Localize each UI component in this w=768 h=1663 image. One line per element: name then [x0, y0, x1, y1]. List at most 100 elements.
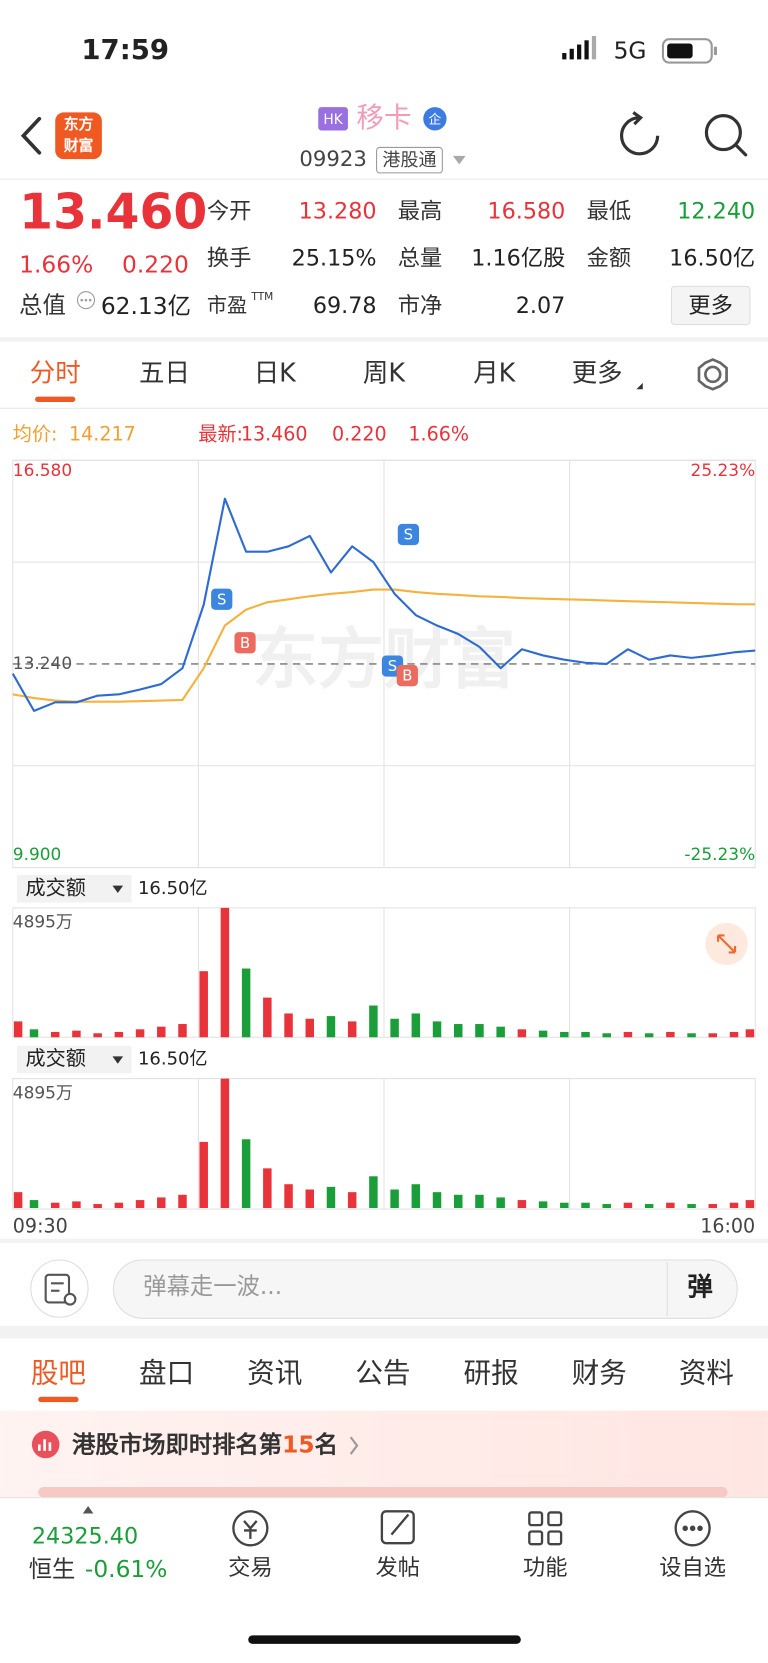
volume-bar	[708, 1204, 718, 1209]
y2-tick-label: -25.23%	[684, 844, 755, 864]
volume-bar	[602, 1204, 611, 1209]
volume-bar	[29, 1200, 39, 1209]
more-arrow	[636, 382, 643, 390]
section-tab[interactable]: 财务	[572, 1357, 627, 1390]
name-tag: 企	[429, 111, 442, 126]
nav-label[interactable]: 发帖	[376, 1555, 421, 1581]
section-tab[interactable]: 资讯	[247, 1357, 302, 1390]
volume-bar	[347, 1021, 357, 1038]
volume-bar	[538, 1201, 548, 1209]
volume-bar	[745, 1200, 755, 1209]
field-label: 最高	[398, 199, 443, 225]
danmaku-button[interactable]: 弹	[687, 1273, 712, 1303]
logo-line: 财富	[64, 136, 94, 154]
section-tab[interactable]: 公告	[355, 1357, 410, 1390]
market-badge-bg	[318, 107, 348, 131]
refresh-button[interactable]	[620, 111, 660, 156]
more-button[interactable]	[670, 285, 751, 326]
trade-mark-bg	[397, 523, 419, 546]
trade-mark: S	[404, 527, 413, 544]
tab[interactable]: 日K	[254, 358, 297, 388]
section-tabs: 股吧 盘口 资讯 公告 研报 财务 资料	[31, 1357, 734, 1403]
field-label: 最低	[587, 199, 632, 225]
index-name[interactable]: 恒生	[29, 1555, 76, 1583]
field-value: 16.580	[487, 199, 565, 225]
section-tab[interactable]: 资料	[679, 1357, 734, 1390]
connect-box	[376, 146, 443, 174]
field-value: 2.07	[516, 293, 566, 319]
info-icon[interactable]	[76, 291, 95, 310]
change-pct: 1.66%	[19, 251, 93, 279]
search-button[interactable]	[704, 114, 748, 157]
volume-bar	[517, 1029, 527, 1038]
y2-tick-label: 25.23%	[691, 460, 756, 480]
comment-input[interactable]	[113, 1259, 738, 1319]
volume-bar	[623, 1202, 633, 1209]
app-logo: 东方 财富	[55, 112, 102, 160]
rank-text[interactable]: 港股市场即时排名第15名	[72, 1430, 338, 1458]
volume-bar	[178, 1194, 187, 1209]
field-value: 12.240	[677, 199, 755, 225]
expand-icon[interactable]	[717, 934, 737, 954]
index-change[interactable]: -0.61%	[85, 1555, 168, 1583]
y-tick-label: 4895万	[13, 912, 73, 932]
settings-button[interactable]	[697, 358, 728, 391]
volume-title[interactable]: 成交额	[26, 875, 86, 899]
dropdown-arrow[interactable]	[452, 155, 466, 165]
section-tab[interactable]: 盘口	[139, 1357, 194, 1390]
volume-bar	[432, 1192, 442, 1209]
y-tick-label: 9.900	[13, 844, 62, 864]
volume-bar	[50, 1031, 60, 1038]
volume-bar	[72, 1201, 81, 1209]
volume-bar	[453, 1194, 463, 1209]
rank-icon-bars	[37, 1439, 52, 1451]
volume-bar	[432, 1021, 442, 1038]
market-cap-label: 总值	[19, 291, 66, 319]
comment-placeholder[interactable]: 弹幕走一波...	[143, 1272, 282, 1300]
market-badge: HK	[323, 112, 343, 128]
volume-bar	[13, 1192, 23, 1209]
market-cap: 62.13亿	[101, 292, 191, 320]
quote-fields: 今开 13.280 最高 16.580 最低 12.240 换手 25.15% 总量 1.16亿股…	[207, 199, 755, 319]
tab[interactable]: 更多	[572, 358, 623, 388]
tab[interactable]: 分时	[30, 358, 81, 388]
last-price: 13.460	[19, 183, 207, 240]
nav-label[interactable]: 设自选	[659, 1555, 726, 1581]
field-label-sup: TTM	[250, 291, 273, 303]
section-tab[interactable]: 股吧	[31, 1357, 86, 1390]
stock-name: 移卡	[356, 101, 411, 134]
stock-code: 09923	[299, 147, 366, 172]
volume-bar	[560, 1031, 569, 1038]
volume-bar	[729, 1031, 739, 1038]
section-tab[interactable]: 研报	[464, 1357, 519, 1390]
volume-bar	[666, 1202, 675, 1209]
volume-total: 16.50亿	[138, 1049, 208, 1070]
more-label[interactable]: 更多	[688, 293, 733, 319]
comment-icon[interactable]	[30, 1259, 89, 1318]
volume-title[interactable]: 成交额	[26, 1046, 86, 1070]
index-value[interactable]: 24325.40	[32, 1523, 138, 1549]
volume-total: 16.50亿	[138, 878, 208, 899]
volume-bar	[687, 1204, 696, 1209]
tab[interactable]: 五日	[139, 358, 190, 388]
status-network: 5G	[614, 36, 647, 64]
tab[interactable]: 月K	[473, 358, 516, 388]
change-pct-small: 1.66%	[408, 422, 469, 445]
x-tick-label: 16:00	[700, 1215, 755, 1238]
volume-bar	[729, 1202, 739, 1209]
volume-bar	[220, 907, 230, 1038]
avg-price: 14.217	[69, 422, 136, 445]
back-button[interactable]	[20, 116, 42, 155]
nav-label[interactable]: 功能	[523, 1555, 568, 1581]
volume-bar	[326, 1186, 336, 1209]
y-tick-label: 13.240	[13, 653, 72, 673]
rank-banner[interactable]	[0, 1410, 768, 1498]
last-price-small: 13.460	[241, 422, 308, 445]
field-value: 13.280	[299, 199, 377, 225]
change: 0.220	[122, 251, 189, 279]
volume-bar	[263, 997, 272, 1038]
nav-label[interactable]: 交易	[228, 1555, 273, 1581]
tab[interactable]: 周K	[363, 358, 406, 388]
volume-bar	[745, 1029, 755, 1038]
